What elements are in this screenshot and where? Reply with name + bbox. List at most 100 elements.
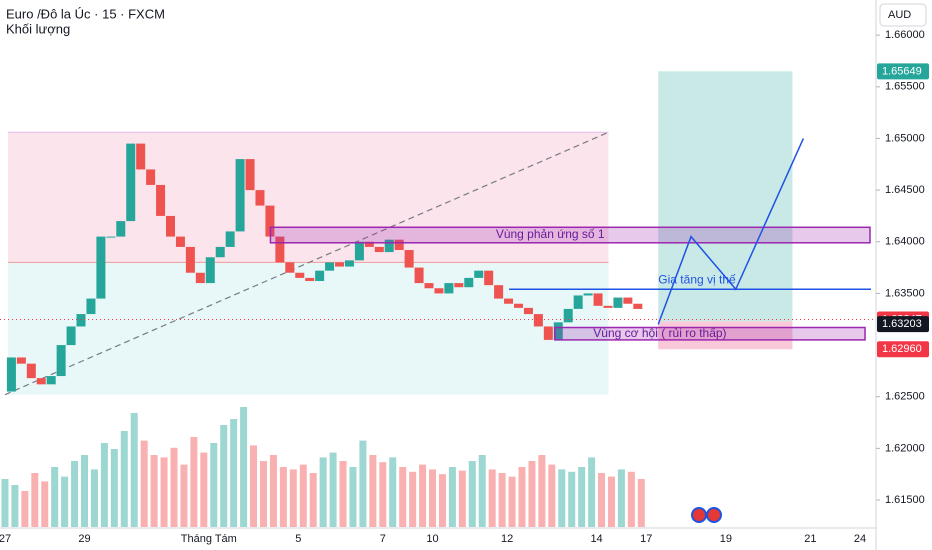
volume-bar	[160, 457, 168, 527]
volume-bar	[359, 440, 367, 527]
candle	[126, 143, 136, 222]
candle	[335, 262, 345, 267]
volume-bar	[488, 469, 496, 527]
volume-bar	[299, 464, 307, 527]
price-label-box	[877, 316, 929, 333]
candle	[36, 378, 46, 385]
volume-bar	[180, 464, 188, 527]
currency-button[interactable]	[879, 3, 927, 27]
candle	[424, 283, 434, 289]
x-tick-label: 10	[426, 533, 438, 545]
candle	[215, 246, 225, 258]
chart-title: Euro /Đô la Úc · 15 · FXCM	[6, 6, 165, 21]
candle	[553, 322, 563, 340]
price-label-box	[877, 341, 929, 358]
candle	[613, 297, 623, 308]
projection-path	[657, 138, 805, 325]
x-tick-label: 5	[295, 533, 301, 545]
y-tick-label: 1.65000	[885, 132, 925, 144]
volume-bar	[279, 467, 287, 527]
x-tick-label: 17	[640, 533, 652, 545]
candle	[235, 159, 245, 232]
volume-bar	[200, 452, 208, 527]
candle	[474, 270, 484, 278]
currency-label: AUD	[888, 9, 911, 21]
x-tick-label: 21	[804, 533, 816, 545]
volume-bar	[240, 407, 248, 527]
volume-bar	[140, 440, 148, 527]
candle	[195, 272, 205, 284]
volume-bar	[31, 473, 39, 527]
volume-bar	[538, 455, 546, 527]
volume-bar	[528, 461, 536, 527]
candle	[26, 363, 36, 379]
volume-bar	[51, 467, 59, 527]
candle	[504, 298, 514, 304]
volume-bar	[568, 471, 576, 527]
candle	[394, 239, 404, 251]
x-tick-label: 29	[78, 533, 90, 545]
volume-bar	[578, 467, 586, 527]
volume-bar	[81, 455, 89, 527]
candle	[494, 285, 504, 299]
x-tick-label: 12	[501, 533, 513, 545]
volume-bar	[289, 469, 297, 527]
y-tick-label: 1.61500	[885, 494, 925, 506]
y-tick-label: 1.65500	[885, 81, 925, 93]
volume-bar	[448, 467, 456, 527]
candle	[136, 143, 146, 170]
candle	[106, 236, 116, 238]
candle	[255, 190, 265, 206]
volume-bar	[130, 413, 138, 527]
candle	[384, 239, 394, 253]
candle	[156, 184, 166, 216]
candle	[484, 270, 494, 286]
price-label: 1.62960	[882, 343, 922, 355]
x-tick-label: 7	[380, 533, 386, 545]
candle	[325, 262, 335, 271]
candle	[454, 283, 464, 288]
volume-bar	[170, 447, 178, 527]
y-tick-label: 1.62500	[885, 391, 925, 403]
candle	[623, 297, 633, 304]
candle	[633, 303, 643, 309]
volume-bar	[90, 469, 98, 527]
event-icon[interactable]	[706, 507, 722, 523]
candle	[344, 260, 354, 267]
candle	[444, 283, 454, 294]
candle	[66, 326, 76, 346]
volume-bar	[518, 467, 526, 527]
candle	[315, 270, 325, 282]
volume-bar	[429, 469, 437, 527]
x-tick-label: 14	[590, 533, 602, 545]
volume-bar	[369, 455, 377, 527]
volume-bar	[100, 443, 108, 527]
candle	[533, 314, 543, 327]
volume-bar	[110, 449, 118, 527]
event-icon[interactable]	[691, 507, 707, 523]
candle	[185, 246, 195, 273]
volume-bar	[21, 491, 29, 527]
volume-bar	[607, 476, 615, 527]
x-tick-label: Tháng Tám	[181, 533, 237, 545]
candle	[86, 298, 96, 315]
candle	[563, 308, 573, 323]
y-tick-label: 1.62000	[885, 442, 925, 454]
candle	[434, 288, 444, 294]
volume-bar	[120, 431, 128, 527]
volume-bar	[637, 479, 645, 527]
candle	[76, 314, 86, 327]
candle	[593, 293, 603, 306]
event-icons[interactable]	[691, 507, 722, 523]
candle	[603, 305, 613, 308]
price-label-box	[877, 63, 929, 80]
candle	[16, 357, 26, 364]
volume-bar	[627, 471, 635, 527]
range-box	[7, 132, 609, 263]
candle	[374, 246, 384, 253]
candle	[46, 376, 56, 385]
volume-bar	[230, 419, 238, 527]
candle	[245, 159, 255, 191]
candle	[146, 169, 156, 185]
